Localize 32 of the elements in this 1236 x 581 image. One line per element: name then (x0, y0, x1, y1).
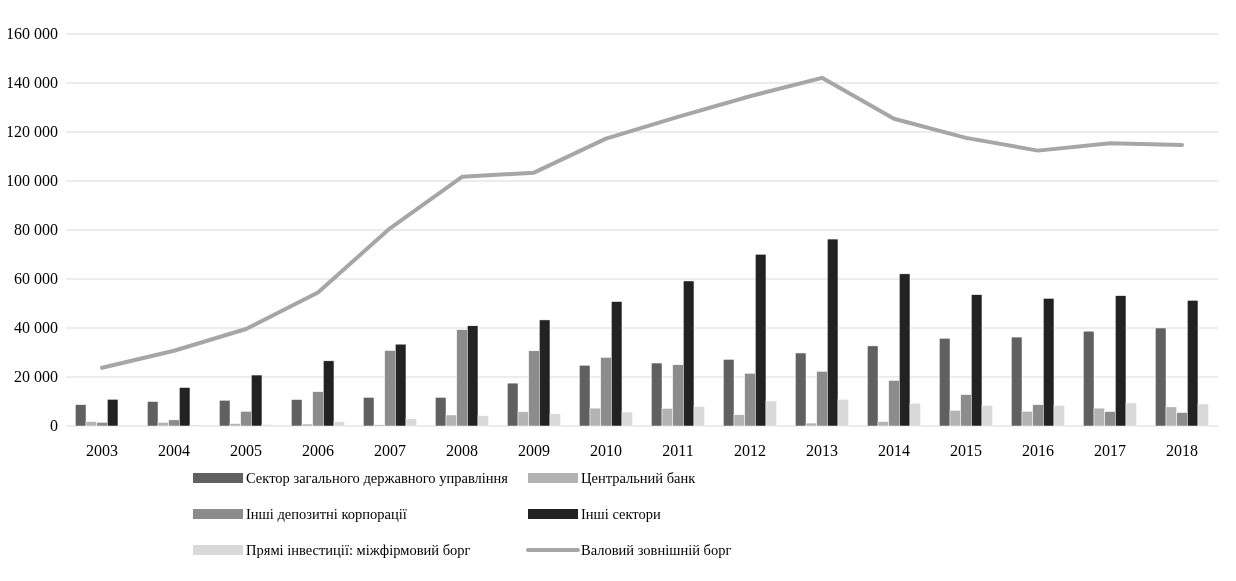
y-tick-label: 140 000 (6, 74, 58, 91)
y-tick-label: 120 000 (6, 123, 58, 140)
x-tick-label: 2006 (302, 442, 334, 459)
x-tick-label: 2012 (734, 442, 766, 459)
x-tick-label: 2011 (662, 442, 694, 459)
legend-label: Валовий зовнішній борг (581, 542, 732, 558)
x-tick-label: 2003 (86, 442, 118, 459)
x-tick-label: 2008 (446, 442, 478, 459)
legend-label: Сектор загального державного управління (246, 470, 509, 486)
x-tick-label: 2017 (1094, 442, 1126, 459)
y-tick-label: 100 000 (6, 172, 58, 189)
legend-label: Інші сектори (581, 506, 661, 522)
x-tick-label: 2004 (158, 442, 190, 459)
legend-label: Прямі інвестиції: міжфірмовий борг (246, 542, 471, 558)
x-tick-label: 2018 (1166, 442, 1198, 459)
x-tick-label: 2013 (806, 442, 838, 459)
x-tick-label: 2005 (230, 442, 262, 459)
y-tick-label: 0 (50, 417, 58, 434)
x-tick-label: 2015 (950, 442, 982, 459)
x-tick-label: 2010 (590, 442, 622, 459)
x-tick-label: 2016 (1022, 442, 1054, 459)
y-tick-label: 40 000 (14, 319, 58, 336)
y-tick-label: 80 000 (14, 221, 58, 238)
line-series (100, 75, 1184, 370)
y-tick-label: 160 000 (6, 25, 58, 42)
x-tick-label: 2014 (878, 442, 910, 459)
y-tick-label: 20 000 (14, 368, 58, 385)
x-tick-label: 2009 (518, 442, 550, 459)
x-tick-label: 2007 (374, 442, 406, 459)
legend-label: Інші депозитні корпорації (246, 506, 407, 522)
y-tick-label: 60 000 (14, 270, 58, 287)
legend-label: Центральний банк (581, 470, 697, 486)
